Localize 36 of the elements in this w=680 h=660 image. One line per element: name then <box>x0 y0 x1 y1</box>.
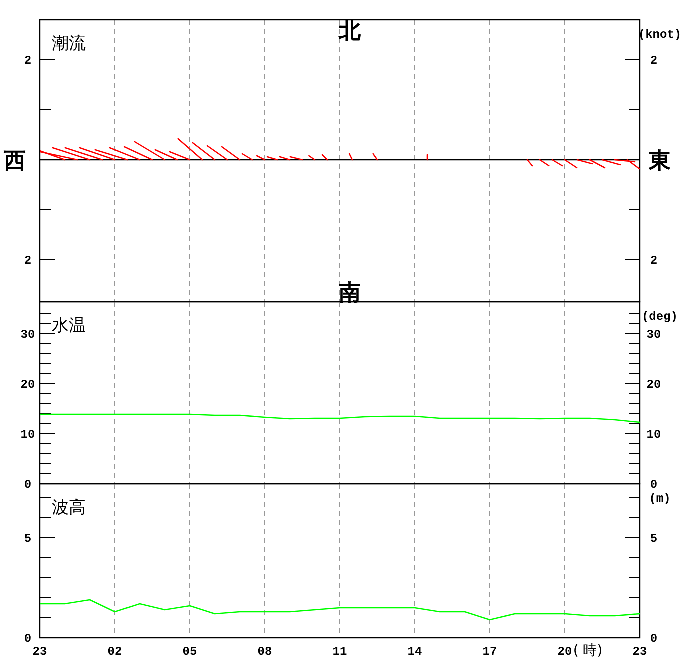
y-tick-label: 10 <box>20 428 36 442</box>
y2-axis-title: (knot) <box>638 28 680 42</box>
y2-axis-title: (m) <box>649 492 671 506</box>
text: 東 <box>648 149 671 174</box>
y2-tick-label: 5 <box>650 532 658 546</box>
x-tick-label: 20 <box>558 645 572 659</box>
y2-tick-label: 10 <box>646 428 662 442</box>
x-tick-label: 05 <box>182 645 198 659</box>
y-tick-label: 2 <box>24 54 32 68</box>
x-tick-label: 14 <box>408 645 422 659</box>
y2-tick-label: 0 <box>650 632 658 646</box>
y2-tick-label: 30 <box>646 328 662 342</box>
x-axis-title: ( 時) <box>573 643 603 659</box>
y2-tick-label: 2 <box>650 254 658 268</box>
y-tick-label: 0 <box>24 632 32 646</box>
x-tick-label: 08 <box>258 645 272 659</box>
y-tick-label: 5 <box>24 532 32 546</box>
x-tick-label: 23 <box>632 645 648 659</box>
x-tick-label: 23 <box>32 645 48 659</box>
text: 西 <box>3 149 26 174</box>
y2-tick-label: 0 <box>650 478 658 492</box>
text: 潮流 <box>52 34 86 54</box>
x-tick-label: 11 <box>332 645 348 659</box>
y-tick-label: 20 <box>20 378 36 392</box>
y2-axis-title: (deg) <box>642 310 678 324</box>
text: 水温 <box>52 316 86 336</box>
y-tick-label: 0 <box>24 478 32 492</box>
x-tick-label: 02 <box>108 645 122 659</box>
y2-tick-label: 2 <box>650 54 658 68</box>
annotation: 南 <box>338 281 361 306</box>
y-tick-label: 2 <box>24 254 32 268</box>
text: 波高 <box>52 498 86 518</box>
y2-tick-label: 20 <box>646 378 662 392</box>
y-tick-label: 30 <box>20 328 36 342</box>
annotation: 北 <box>338 19 362 44</box>
x-tick-label: 17 <box>482 645 498 659</box>
